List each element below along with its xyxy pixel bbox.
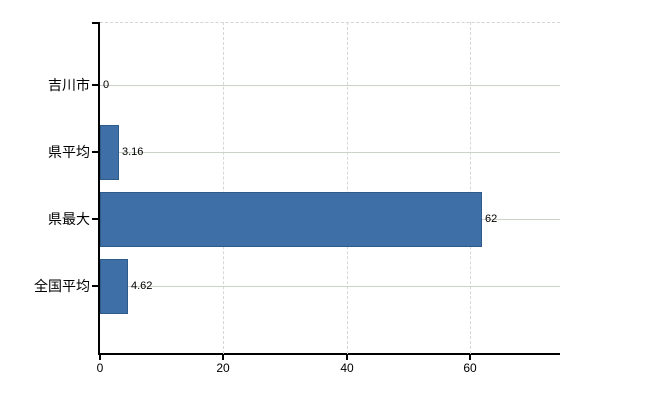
y-tick xyxy=(92,84,98,86)
y-axis-line xyxy=(98,22,100,354)
category-label: 吉川市 xyxy=(48,77,90,93)
bar-value-label: 0 xyxy=(103,79,110,91)
gridline-vertical xyxy=(223,22,225,354)
x-tick-label: 20 xyxy=(216,361,230,375)
x-tick xyxy=(346,355,348,360)
y-tick xyxy=(92,285,98,287)
bar xyxy=(100,258,128,314)
gridline-horizontal xyxy=(100,152,560,153)
category-label: 県最大 xyxy=(48,211,90,227)
bar xyxy=(100,191,482,247)
x-tick xyxy=(222,355,224,360)
y-tick xyxy=(92,218,98,220)
bar-value-label: 4.62 xyxy=(131,280,153,292)
x-tick-label: 0 xyxy=(96,361,104,375)
y-axis-top-tick xyxy=(92,22,98,24)
plot-top-border xyxy=(100,22,560,23)
x-tick xyxy=(469,355,471,360)
bar-value-label: 62 xyxy=(485,213,498,225)
gridline-vertical xyxy=(346,22,348,354)
y-tick xyxy=(92,151,98,153)
x-tick-label: 60 xyxy=(463,361,477,375)
category-label: 全国平均 xyxy=(34,278,90,294)
x-tick-label: 40 xyxy=(340,361,354,375)
category-label: 県平均 xyxy=(48,144,90,160)
bar xyxy=(100,124,119,180)
gridline-vertical xyxy=(469,22,471,354)
gridline-horizontal xyxy=(100,85,560,86)
plot-area: 0 3.16 62 4.62 xyxy=(100,22,560,354)
x-axis-line xyxy=(98,353,560,355)
gridline-horizontal xyxy=(100,286,560,287)
bar-value-label: 3.16 xyxy=(122,146,144,158)
x-tick xyxy=(99,355,101,360)
